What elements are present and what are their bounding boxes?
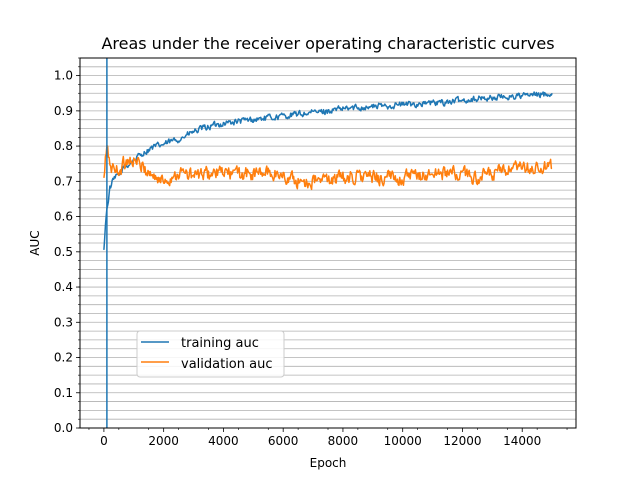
y-tick-label: 0.1 [54,386,73,400]
y-tick-label: 0.4 [54,280,73,294]
legend: training auc validation auc [136,330,285,378]
y-tick-label: 0.8 [54,139,73,153]
y-tick-label: 0.0 [54,421,73,435]
plot-lines [103,58,553,428]
x-tick-label: 2000 [148,434,179,448]
y-tick-label: 0.6 [54,210,73,224]
series-line-0 [103,91,553,250]
x-tick-label: 4000 [208,434,239,448]
x-tick-label: 10000 [384,434,422,448]
y-axis-ticks: 0.0 0.1 0.2 0.3 0.4 0.5 0.6 0.7 0.8 0.9 1.0 [54,57,80,435]
y-tick-label: 0.3 [54,315,73,329]
y-tick-label: 0.5 [54,245,73,259]
series-line-1 [103,144,553,191]
x-axis-label: Epoch [310,456,347,470]
y-tick-label: 0.9 [54,104,73,118]
y-tick-label: 0.7 [54,174,73,188]
y-tick-label: 0.2 [54,351,73,365]
chart-title: Areas under the receiver operating chara… [101,34,554,53]
y-tick-label: 1.0 [54,69,73,83]
x-tick-label: 6000 [268,434,299,448]
y-axis-label: AUC [28,230,42,255]
x-tick-label: 12000 [443,434,481,448]
x-tick-label: 8000 [328,434,359,448]
legend-label-training: training auc [181,336,259,351]
legend-label-validation: validation auc [181,357,273,372]
x-axis-ticks: 0 2000 4000 6000 8000 10000 12000 14000 [88,428,568,448]
legend-box [136,330,285,378]
x-tick-label: 0 [100,434,108,448]
x-tick-label: 14000 [503,434,541,448]
